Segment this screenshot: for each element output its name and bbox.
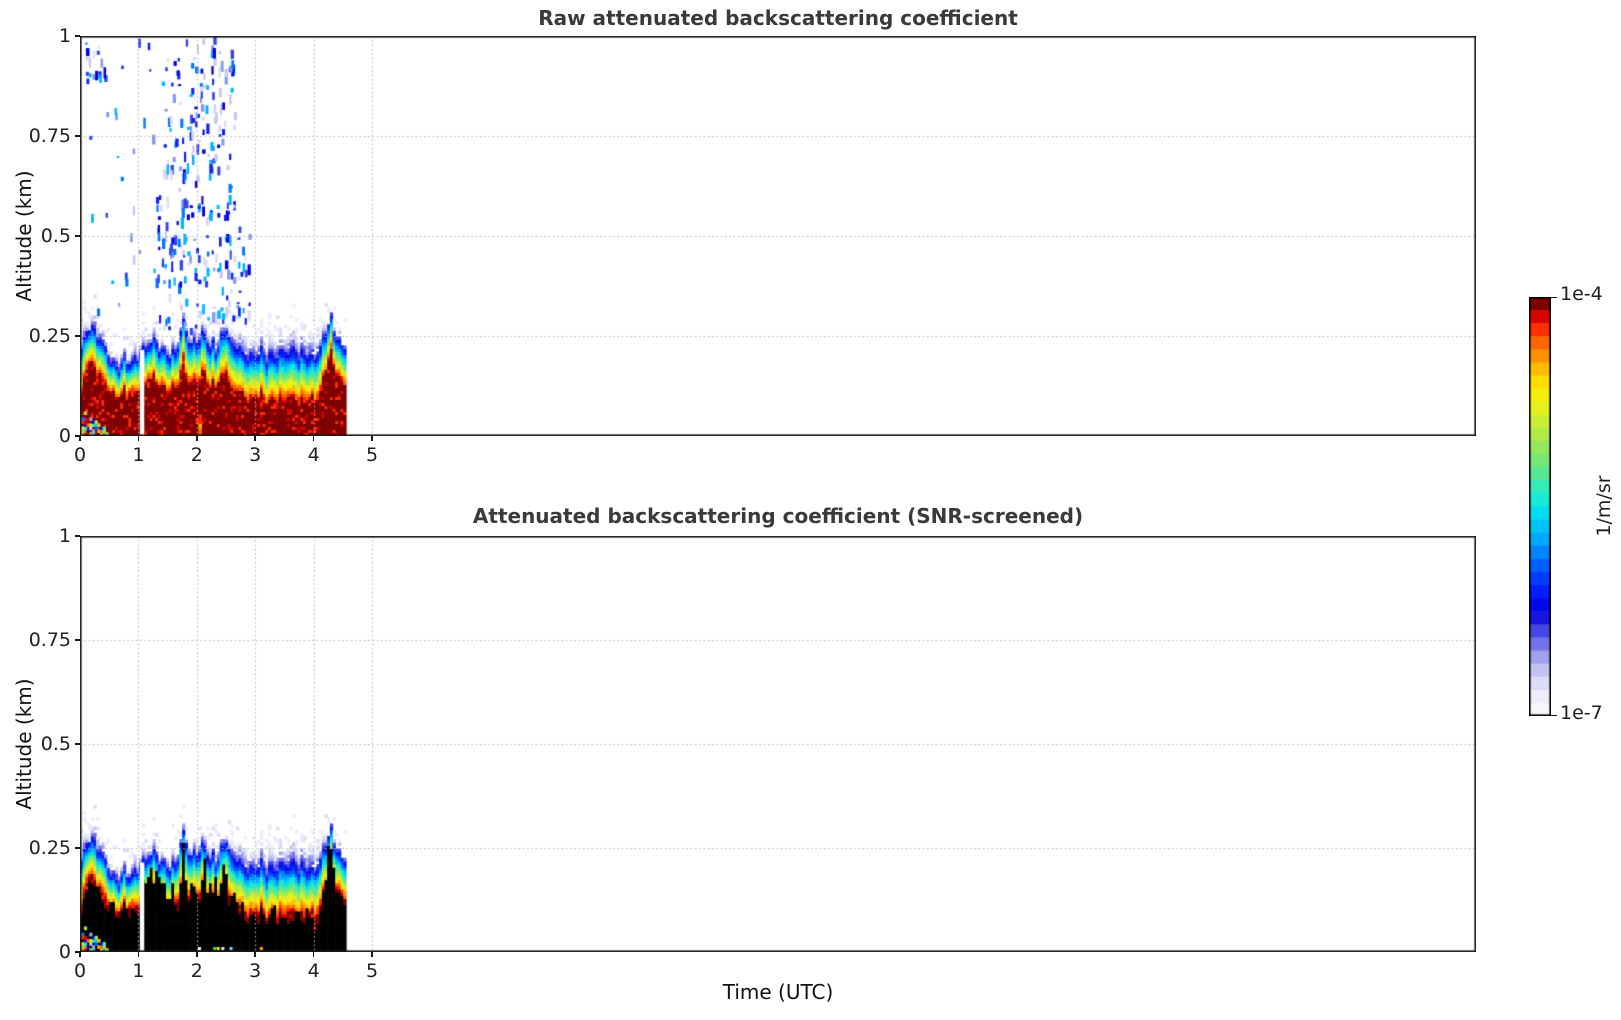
y-tick-mark <box>75 235 80 237</box>
x-tick-mark <box>312 436 315 441</box>
colorbar-min-label: 1e-7 <box>1560 702 1603 724</box>
y-tick-mark <box>75 435 80 437</box>
bottom-panel-heatmap <box>80 536 1476 952</box>
bottom-panel-y-axis-label: Altitude (km) <box>12 678 36 810</box>
y-tick-label: 0.75 <box>28 629 71 651</box>
x-tick-mark <box>312 952 315 957</box>
x-tick-label: 3 <box>249 444 262 466</box>
bottom-panel-title: Attenuated backscattering coefficient (S… <box>472 504 1084 528</box>
y-tick-mark <box>75 535 80 537</box>
y-tick-mark <box>75 743 80 745</box>
colorbar-max-tick <box>1551 296 1557 298</box>
x-tick-label: 0 <box>73 444 87 466</box>
y-tick-mark <box>75 951 80 953</box>
y-tick-mark <box>75 847 80 849</box>
x-tick-label: 1 <box>132 444 145 466</box>
y-tick-label: 1 <box>58 25 71 47</box>
top-panel-title: Raw attenuated backscattering coefficien… <box>538 6 1018 30</box>
colorbar-min-tick <box>1551 714 1557 716</box>
y-tick-label: 0.5 <box>40 733 71 755</box>
x-tick-mark <box>196 436 198 441</box>
x-tick-mark <box>137 436 140 441</box>
y-tick-label: 0.5 <box>40 225 71 247</box>
x-tick-mark <box>79 952 81 957</box>
top-panel-heatmap <box>80 36 1476 436</box>
x-tick-mark <box>196 952 198 957</box>
x-axis-label: Time (UTC) <box>722 980 834 1004</box>
x-tick-mark <box>137 952 140 957</box>
colorbar-max-label: 1e-4 <box>1560 283 1603 305</box>
x-tick-mark <box>371 436 373 441</box>
x-tick-label: 2 <box>190 960 203 982</box>
y-tick-label: 0 <box>58 425 71 447</box>
x-tick-mark <box>254 436 256 441</box>
y-tick-mark <box>75 35 80 37</box>
x-tick-label: 4 <box>307 444 320 466</box>
x-tick-label: 3 <box>249 960 262 982</box>
y-tick-label: 1 <box>58 525 71 547</box>
x-tick-label: 5 <box>366 444 379 466</box>
x-tick-label: 0 <box>73 960 87 982</box>
x-tick-label: 1 <box>132 960 145 982</box>
x-tick-mark <box>371 952 373 957</box>
colorbar <box>1529 297 1551 716</box>
x-tick-mark <box>254 952 256 957</box>
y-tick-mark <box>75 335 80 337</box>
top-panel-y-axis-label: Altitude (km) <box>12 170 36 302</box>
y-tick-label: 0 <box>58 941 71 963</box>
x-tick-label: 5 <box>366 960 379 982</box>
y-tick-mark <box>75 639 80 641</box>
y-tick-label: 0.25 <box>28 837 71 859</box>
y-tick-label: 0.75 <box>28 125 71 147</box>
x-tick-label: 4 <box>307 960 320 982</box>
colorbar-unit-label: 1/m/sr <box>1593 475 1615 537</box>
y-tick-mark <box>75 135 80 137</box>
x-tick-label: 2 <box>190 444 203 466</box>
x-tick-mark <box>79 436 81 441</box>
y-tick-label: 0.25 <box>28 325 71 347</box>
